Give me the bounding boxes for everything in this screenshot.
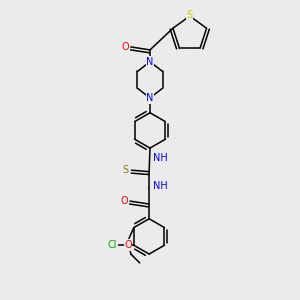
Text: NH: NH [153,182,168,191]
Text: N: N [146,57,154,67]
Text: S: S [122,165,128,175]
Text: O: O [122,42,129,52]
Text: S: S [187,10,193,20]
Text: O: O [124,240,132,250]
Text: NH: NH [153,153,168,164]
Text: Cl: Cl [108,240,117,250]
Text: O: O [121,196,128,206]
Text: N: N [146,93,154,103]
